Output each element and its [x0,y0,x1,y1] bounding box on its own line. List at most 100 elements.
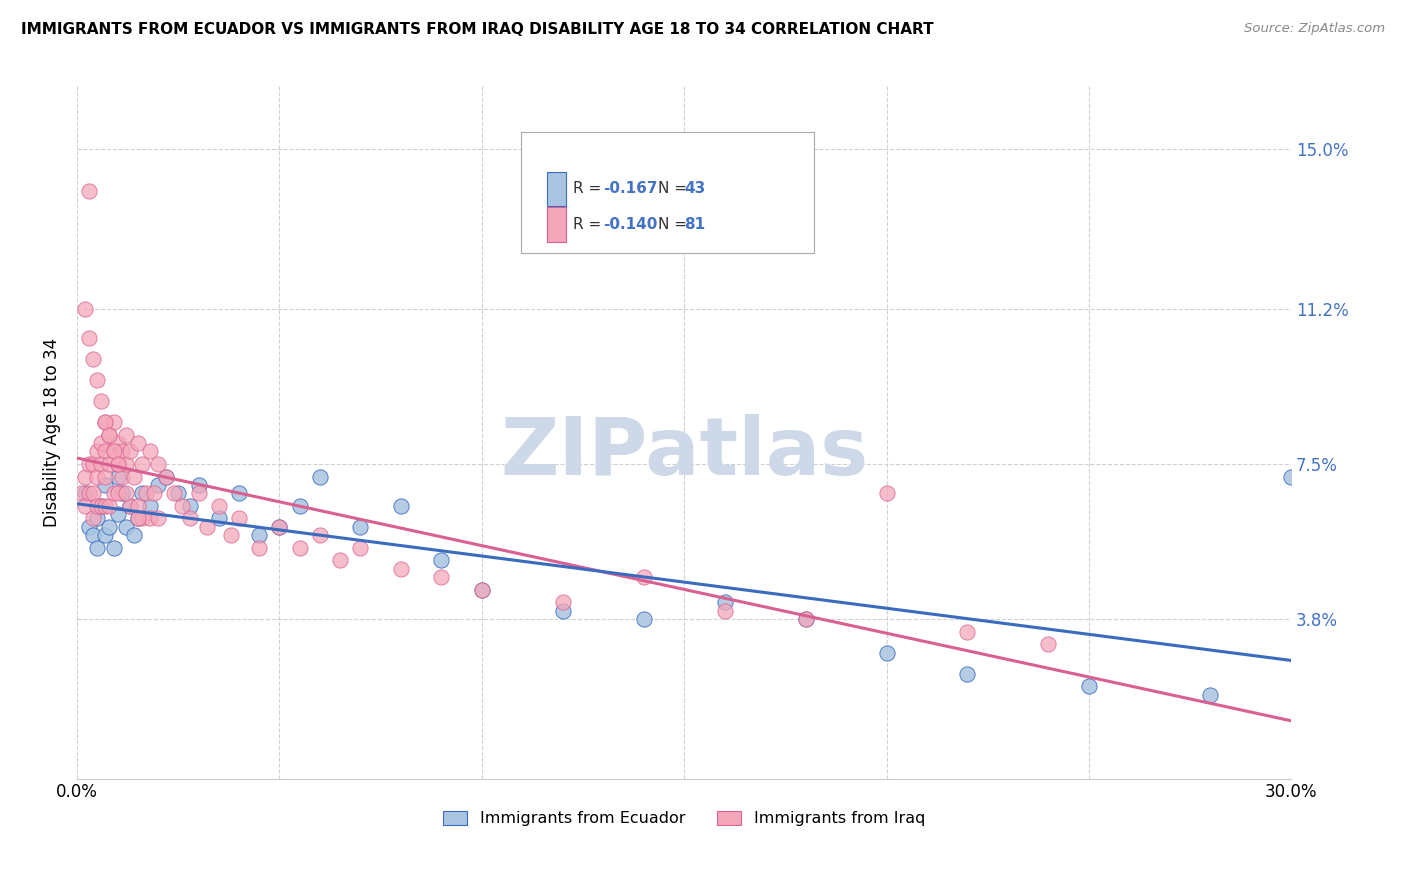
Point [94,499,117,513]
Point [131,511,153,525]
Point [127,511,149,525]
Point [551,595,574,609]
Text: N =: N = [658,181,692,196]
Point [110,469,132,483]
Point [956,624,979,639]
Point [98,499,121,513]
Point [1199,688,1222,702]
Point [127,511,149,525]
Point [309,528,332,542]
Point [75,469,97,483]
Text: ZIPatlas: ZIPatlas [501,414,869,492]
Point [82,457,104,471]
Point [114,427,136,442]
Point [86,499,108,513]
Point [139,511,162,525]
Point [1038,637,1060,651]
Point [208,511,231,525]
Point [107,486,129,500]
Point [131,457,153,471]
Point [131,486,153,500]
Point [179,511,201,525]
Point [143,486,166,500]
Point [172,499,194,513]
Point [288,541,311,555]
Point [103,444,125,458]
Point [1279,469,1302,483]
Point [247,528,270,542]
Point [269,520,291,534]
Point [139,499,162,513]
Point [139,444,162,458]
Point [471,582,494,597]
Text: -0.140: -0.140 [603,217,658,232]
Point [98,520,121,534]
Point [208,499,231,513]
Point [114,520,136,534]
Point [146,478,169,492]
Point [90,499,112,513]
Point [195,520,218,534]
Point [1077,679,1099,693]
Point [167,486,190,500]
Point [94,444,117,458]
Text: -0.167: -0.167 [603,181,658,196]
Point [107,469,129,483]
Point [107,436,129,450]
Point [146,511,169,525]
Point [713,604,735,618]
Point [247,541,270,555]
Point [94,415,117,429]
Point [876,486,898,500]
Point [794,612,817,626]
Point [127,499,149,513]
Point [389,499,412,513]
Point [155,469,177,483]
Point [430,553,453,567]
Point [329,553,352,567]
Point [713,595,735,609]
Point [155,469,177,483]
Point [269,520,291,534]
Point [118,444,141,458]
Point [187,486,209,500]
Point [86,541,108,555]
Point [77,520,100,534]
Point [794,612,817,626]
Point [228,486,250,500]
Point [103,486,125,500]
Point [179,499,201,513]
Point [633,612,655,626]
Text: IMMIGRANTS FROM ECUADOR VS IMMIGRANTS FROM IRAQ DISABILITY AGE 18 TO 34 CORRELAT: IMMIGRANTS FROM ECUADOR VS IMMIGRANTS FR… [21,22,934,37]
Point [114,457,136,471]
Point [956,666,979,681]
Point [98,427,121,442]
Text: Source: ZipAtlas.com: Source: ZipAtlas.com [1244,22,1385,36]
Point [118,499,141,513]
Point [103,541,125,555]
Point [288,499,311,513]
Text: 43: 43 [683,181,706,196]
Point [94,415,117,429]
Point [110,444,132,458]
Point [86,444,108,458]
Point [122,528,145,542]
Legend: Immigrants from Ecuador, Immigrants from Iraq: Immigrants from Ecuador, Immigrants from… [437,805,932,833]
Point [82,528,104,542]
Y-axis label: Disability Age 18 to 34: Disability Age 18 to 34 [44,338,60,527]
Point [82,511,104,525]
Point [94,528,117,542]
Point [77,184,100,198]
Point [75,486,97,500]
Point [70,486,93,500]
Point [471,582,494,597]
Point [551,604,574,618]
Point [90,499,112,513]
Point [107,457,129,471]
Point [103,415,125,429]
Point [77,331,100,345]
Point [349,541,371,555]
Point [219,528,242,542]
Point [82,352,104,367]
Point [75,499,97,513]
